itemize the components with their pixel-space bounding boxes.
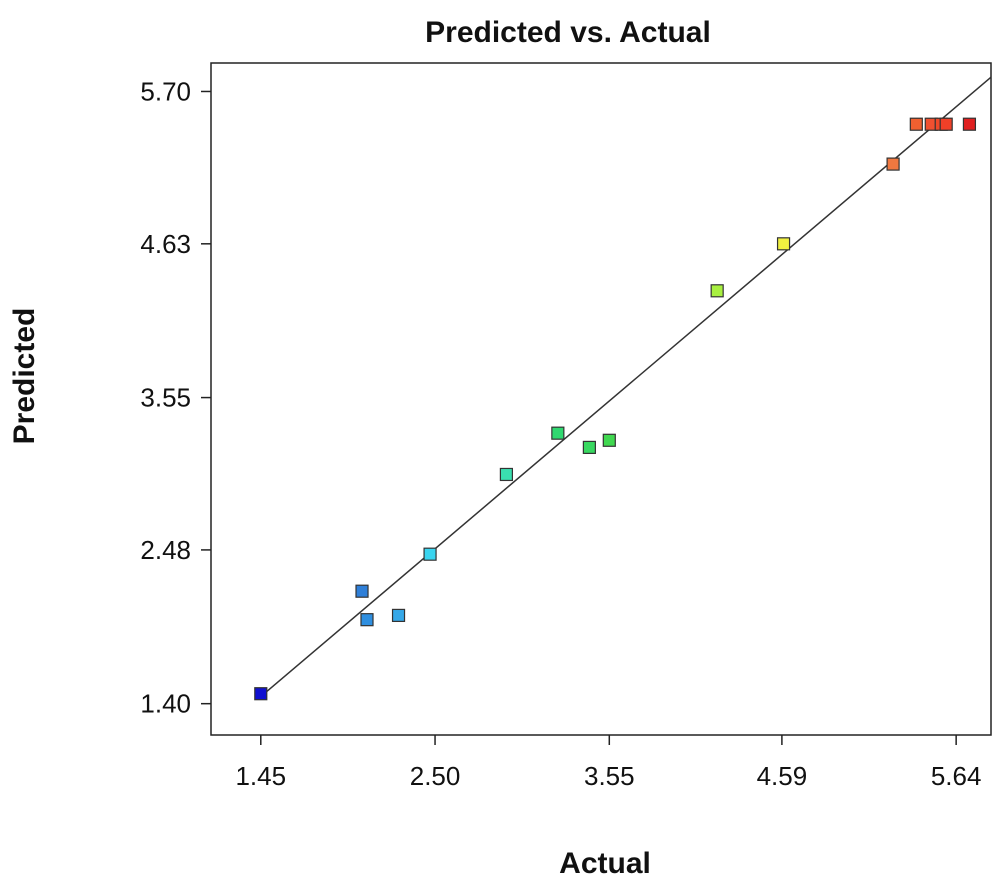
x-tick-label: 3.55 [584,761,635,791]
data-point-13 [909,117,923,131]
data-point-5 [423,547,437,561]
data-point-9 [602,433,616,447]
data-point-17 [962,117,977,131]
y-tick-label: 5.70 [140,76,191,106]
data-point-6 [499,467,514,482]
data-point-16 [939,117,953,131]
plot-frame [210,62,992,736]
data-point-10 [710,284,724,298]
y-axis-ticks: 1.40 2.48 3.55 4.63 5.70 [140,76,211,719]
data-point-4 [391,608,406,623]
y-tick-label: 2.48 [140,535,191,565]
x-tick-label: 2.50 [410,761,461,791]
data-point-2 [355,584,369,598]
y-tick-label: 3.55 [140,383,191,413]
x-axis-ticks: 1.45 2.50 3.55 4.59 5.64 [235,735,981,791]
data-point-7 [551,426,565,440]
data-point-3 [360,613,374,627]
x-tick-label: 5.64 [931,761,982,791]
data-points [254,117,977,701]
data-point-8 [582,440,596,455]
data-point-11 [776,237,791,251]
data-point-1 [254,687,268,701]
x-axis-title: Actual [559,847,651,880]
y-tick-label: 4.63 [140,229,191,259]
x-tick-label: 1.45 [235,761,286,791]
fit-line-layer [260,76,992,698]
fit-line [260,76,992,698]
y-axis-title: Predicted [8,308,41,445]
y-tick-label: 1.40 [140,689,191,719]
x-tick-label: 4.59 [757,761,808,791]
chart-title: Predicted vs. Actual [425,16,711,49]
data-point-12 [886,157,900,171]
